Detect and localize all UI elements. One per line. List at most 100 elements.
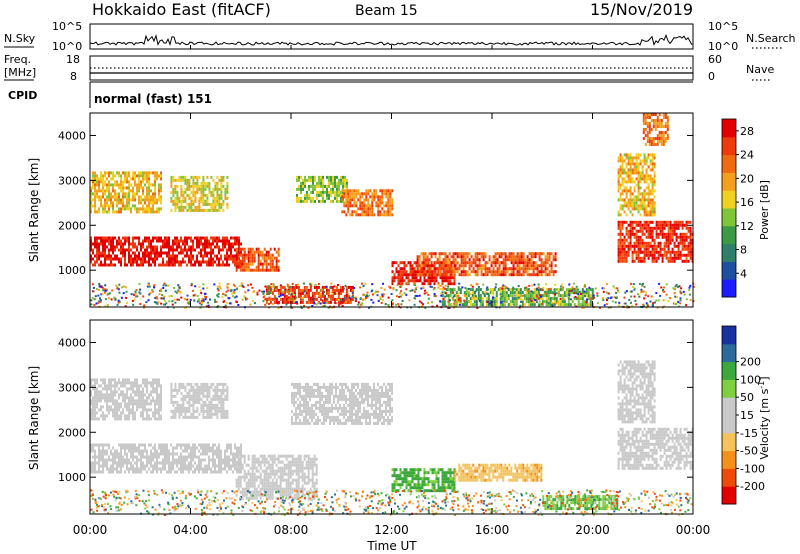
data-cell [381, 198, 384, 202]
data-cell [565, 291, 568, 295]
data-cell [385, 195, 388, 199]
data-cell [520, 273, 523, 277]
data-cell [191, 290, 194, 292]
data-cell [98, 186, 100, 190]
data-cell [677, 247, 680, 251]
data-cell [516, 267, 519, 271]
data-cell [665, 250, 668, 254]
data-cell [126, 186, 128, 190]
data-cell [619, 204, 622, 208]
data-cell [449, 303, 452, 307]
data-cell [156, 177, 158, 181]
data-cell [307, 288, 310, 292]
data-cell [118, 443, 120, 447]
data-cell [114, 449, 116, 453]
data-cell [214, 184, 217, 188]
data-cell [621, 159, 624, 163]
data-cell [391, 189, 394, 193]
data-cell [651, 220, 654, 224]
data-cell [399, 261, 402, 265]
data-cell [138, 171, 140, 175]
data-cell [162, 443, 164, 447]
data-cell [538, 300, 541, 303]
data-cell [184, 175, 187, 179]
data-cell [249, 247, 252, 251]
data-cell [482, 255, 485, 259]
data-cell [152, 210, 154, 214]
data-cell [349, 189, 352, 193]
data-cell [134, 290, 137, 293]
data-cell [146, 248, 148, 252]
data-cell [194, 461, 196, 465]
data-cell [429, 273, 432, 277]
data-cell [140, 458, 142, 462]
data-cell [142, 242, 144, 246]
data-cell [108, 198, 110, 202]
data-cell [228, 254, 230, 258]
data-cell [108, 171, 110, 175]
data-cell [96, 248, 98, 252]
data-cell [126, 446, 128, 450]
data-cell [516, 252, 519, 256]
data-cell [220, 205, 223, 209]
data-cell [538, 270, 541, 274]
data-cell [215, 300, 218, 303]
data-cell [524, 267, 527, 271]
data-cell [230, 248, 232, 252]
data-cell [204, 452, 206, 456]
data-cell [659, 253, 662, 257]
data-cell [230, 236, 232, 240]
data-cell [226, 285, 229, 288]
data-cell [158, 455, 160, 459]
data-cell [168, 251, 170, 255]
data-cell [146, 204, 148, 208]
data-cell [526, 270, 529, 274]
data-cell [194, 248, 196, 252]
data-cell [336, 190, 338, 194]
data-cell [510, 258, 513, 262]
data-cell [216, 202, 219, 206]
data-cell [262, 296, 265, 299]
data-cell [512, 258, 515, 262]
data-cell [344, 284, 347, 287]
data-cell [683, 247, 686, 251]
data-cell [641, 174, 644, 178]
data-cell [503, 294, 506, 298]
data-cell [202, 242, 204, 246]
data-cell [116, 195, 118, 199]
data-cell [148, 236, 150, 240]
data-cell [426, 261, 429, 265]
data-cell [338, 181, 340, 185]
data-cell [98, 461, 100, 465]
data-cell [588, 286, 591, 289]
data-cell [224, 304, 227, 307]
data-cell [519, 294, 522, 298]
data-cell [176, 205, 179, 209]
data-cell [371, 210, 374, 214]
data-cell [480, 267, 483, 271]
data-cell [166, 455, 168, 459]
data-cell [548, 270, 551, 274]
data-cell [304, 184, 306, 188]
data-cell [666, 128, 669, 131]
data-cell [625, 290, 628, 293]
data-cell [112, 207, 114, 211]
data-cell [415, 273, 418, 277]
data-cell [401, 279, 404, 283]
data-cell [411, 289, 414, 292]
data-cell [210, 446, 212, 450]
data-cell [650, 143, 653, 146]
data-cell [467, 294, 470, 298]
data-cell [138, 174, 140, 178]
data-cell [416, 273, 419, 277]
data-cell [170, 199, 173, 203]
data-cell [271, 265, 274, 269]
data-cell [302, 181, 304, 185]
data-cell [535, 297, 538, 301]
data-cell [537, 294, 540, 298]
data-cell [130, 257, 132, 261]
data-cell [102, 245, 104, 249]
data-cell [627, 253, 630, 257]
data-cell [148, 458, 150, 462]
data-cell [651, 226, 654, 230]
